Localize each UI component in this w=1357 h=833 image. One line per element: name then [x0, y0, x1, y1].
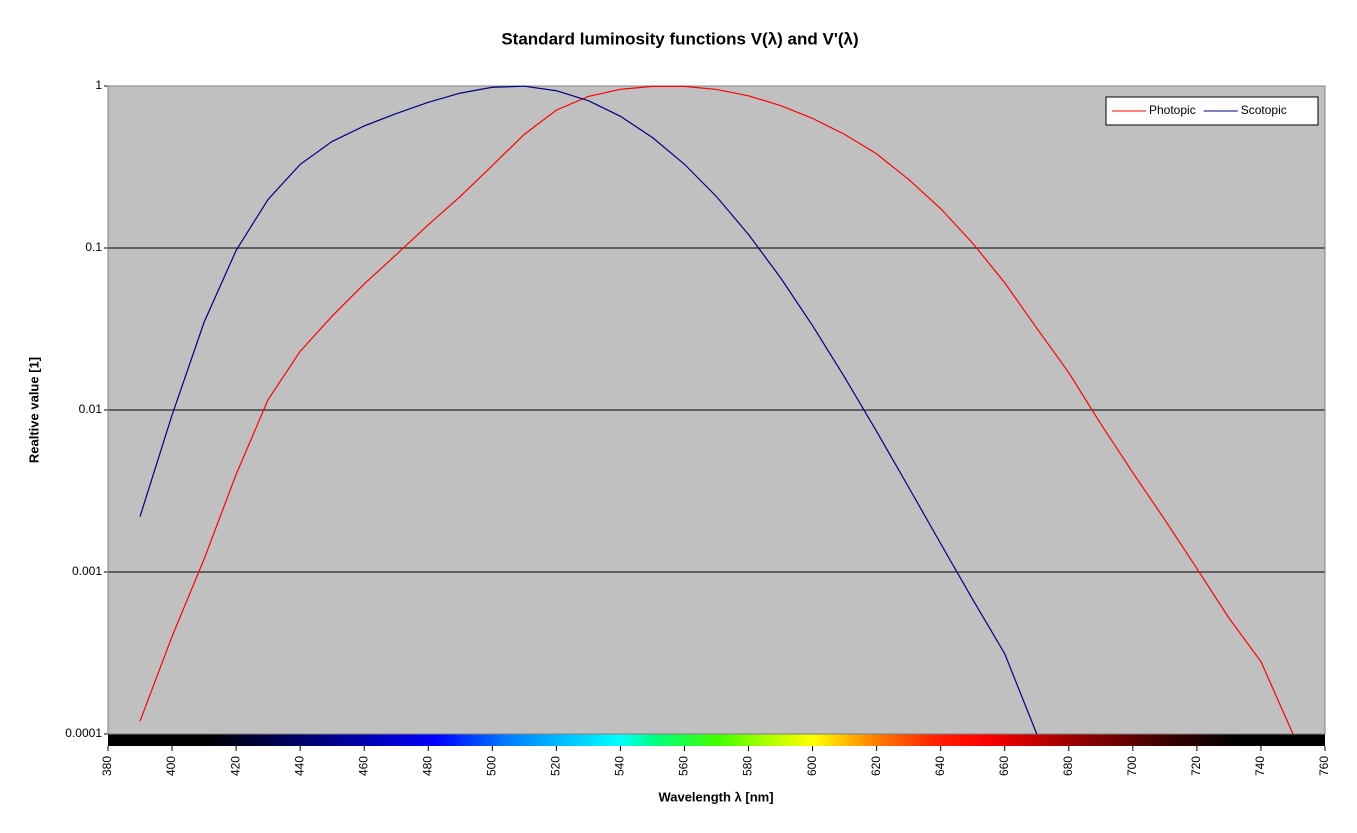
spectrum-bar [108, 734, 1325, 746]
y-tick-label: 0.1 [85, 240, 102, 254]
y-tick-label: 0.0001 [65, 726, 102, 740]
x-tick-label: 660 [997, 756, 1011, 776]
x-tick-label: 740 [1253, 756, 1267, 776]
x-tick-label: 640 [933, 756, 947, 776]
x-tick-label: 760 [1317, 756, 1331, 776]
x-tick-label: 440 [292, 756, 306, 776]
x-tick-label: 680 [1061, 756, 1075, 776]
x-axis-title: Wavelength λ [nm] [658, 789, 773, 804]
x-tick-label: 400 [164, 756, 178, 776]
y-tick-label: 0.001 [72, 564, 102, 578]
y-axis-title: Realtive value [1] [26, 357, 41, 463]
chart-title: Standard luminosity functions V(λ) and V… [501, 29, 858, 48]
x-tick-label: 500 [484, 756, 498, 776]
x-tick-label: 560 [677, 756, 691, 776]
x-tick-label: 620 [869, 756, 883, 776]
legend-label: Scotopic [1241, 103, 1287, 117]
x-tick-label: 380 [100, 756, 114, 776]
x-tick-label: 720 [1189, 756, 1203, 776]
x-tick-label: 480 [420, 756, 434, 776]
x-tick-label: 420 [228, 756, 242, 776]
y-tick-label: 1 [95, 78, 102, 92]
series-line [139, 85, 1038, 735]
x-tick-label: 460 [356, 756, 370, 776]
legend-label: Photopic [1149, 103, 1196, 117]
x-tick-label: 520 [549, 756, 563, 776]
x-tick-label: 700 [1125, 756, 1139, 776]
plot-frame [107, 85, 1326, 735]
series-line [139, 85, 1294, 735]
y-tick-label: 0.01 [79, 402, 103, 416]
x-tick-label: 580 [741, 756, 755, 776]
x-tick-label: 540 [613, 756, 627, 776]
x-tick-label: 600 [805, 756, 819, 776]
